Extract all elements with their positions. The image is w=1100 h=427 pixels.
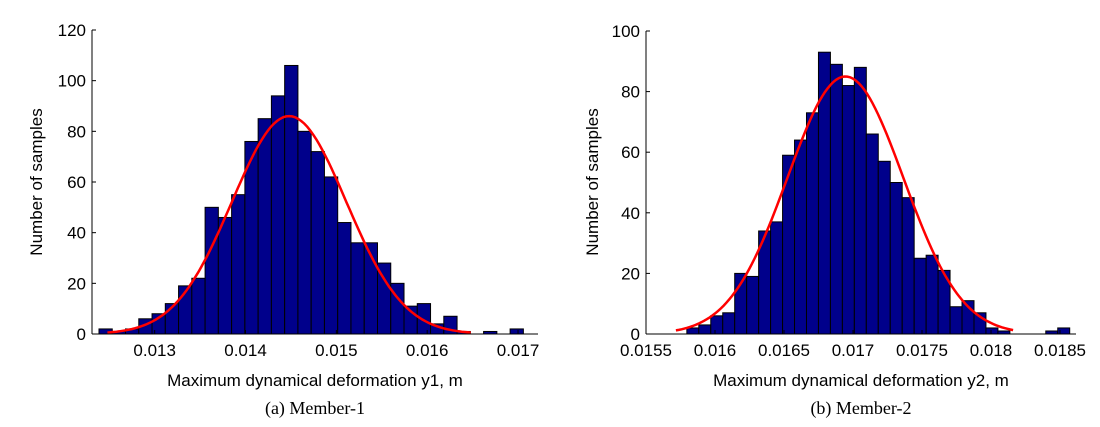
x-axis-label: Maximum dynamical deformation y2, m [713, 371, 1009, 390]
y-tick-label: 60 [67, 173, 86, 192]
y-tick-label: 40 [621, 204, 640, 223]
x-axis-label: Maximum dynamical deformation y1, m [167, 371, 463, 390]
normal-fit-curve [675, 75, 1014, 332]
y-axis-label: Number of samples [583, 108, 602, 255]
y-tick-label: 0 [631, 325, 640, 344]
x-tick-label: 0.0175 [896, 341, 948, 360]
normal-fit-curve [107, 114, 471, 334]
x-tick-label: 0.017 [832, 341, 875, 360]
y-tick-label: 80 [621, 83, 640, 102]
y-tick-label: 40 [67, 224, 86, 243]
histogram-bar [829, 63, 843, 335]
histogram-bar [350, 242, 365, 335]
y-tick-label: 100 [58, 72, 86, 91]
y-tick-label: 20 [621, 264, 640, 283]
histogram-bar [949, 306, 963, 335]
x-tick-label: 0.0165 [758, 341, 810, 360]
histogram-bar [722, 312, 736, 335]
x-tick-label: 0.017 [497, 341, 540, 360]
x-tick-label: 0.018 [970, 341, 1013, 360]
x-tick-label: 0.016 [406, 341, 449, 360]
histogram-bar [770, 221, 784, 335]
y-tick-label: 80 [67, 122, 86, 141]
histogram-bar [270, 95, 286, 335]
y-axis-label: Number of samples [27, 108, 46, 255]
histogram-bar [877, 160, 891, 335]
panel-member-1: Number of samples Maximum dynamical defo… [27, 21, 539, 419]
histogram-bar [913, 257, 927, 335]
histogram-bar [889, 182, 903, 335]
histogram-bar [865, 133, 879, 335]
x-tick-label: 0.016 [694, 341, 737, 360]
histogram-bar [746, 275, 760, 335]
panel-member-2: Number of samples Maximum dynamical defo… [583, 22, 1086, 419]
histogram-bar [698, 324, 712, 335]
caption: (a) Member-1 [265, 398, 365, 419]
y-tick-label: 0 [77, 325, 86, 344]
histogram-bar [217, 216, 233, 335]
histogram-bar [297, 130, 312, 335]
histogram-bar [191, 277, 206, 335]
caption: (b) Member-2 [810, 398, 911, 419]
histogram-bar [686, 327, 700, 335]
x-tick-label: 0.015 [315, 341, 358, 360]
histogram-bar [231, 194, 246, 335]
x-tick-label: 0.014 [224, 341, 267, 360]
histogram-bar [794, 139, 807, 335]
x-tick-label: 0.0185 [1034, 341, 1086, 360]
histogram-bar [310, 151, 325, 335]
histogram-bar [509, 328, 524, 335]
histogram-bar [841, 85, 855, 335]
x-tick-label: 0.0155 [620, 341, 672, 360]
histogram-bar [901, 197, 915, 335]
x-tick-label: 0.013 [133, 341, 176, 360]
histogram-bar [925, 254, 939, 335]
histogram-bar [323, 176, 339, 335]
histogram-bar [257, 118, 272, 335]
histogram-bar [337, 222, 352, 335]
histogram-bar [710, 315, 724, 335]
y-tick-label: 100 [612, 22, 640, 41]
histogram-bar [853, 66, 867, 335]
y-tick-label: 120 [58, 21, 86, 40]
y-tick-label: 60 [621, 143, 640, 162]
histogram-bar [985, 327, 999, 335]
y-tick-label: 20 [67, 274, 86, 293]
histogram-bar [284, 64, 299, 335]
histogram-bar [782, 154, 796, 335]
histogram-bar [204, 206, 219, 335]
histogram-bar [805, 112, 819, 335]
